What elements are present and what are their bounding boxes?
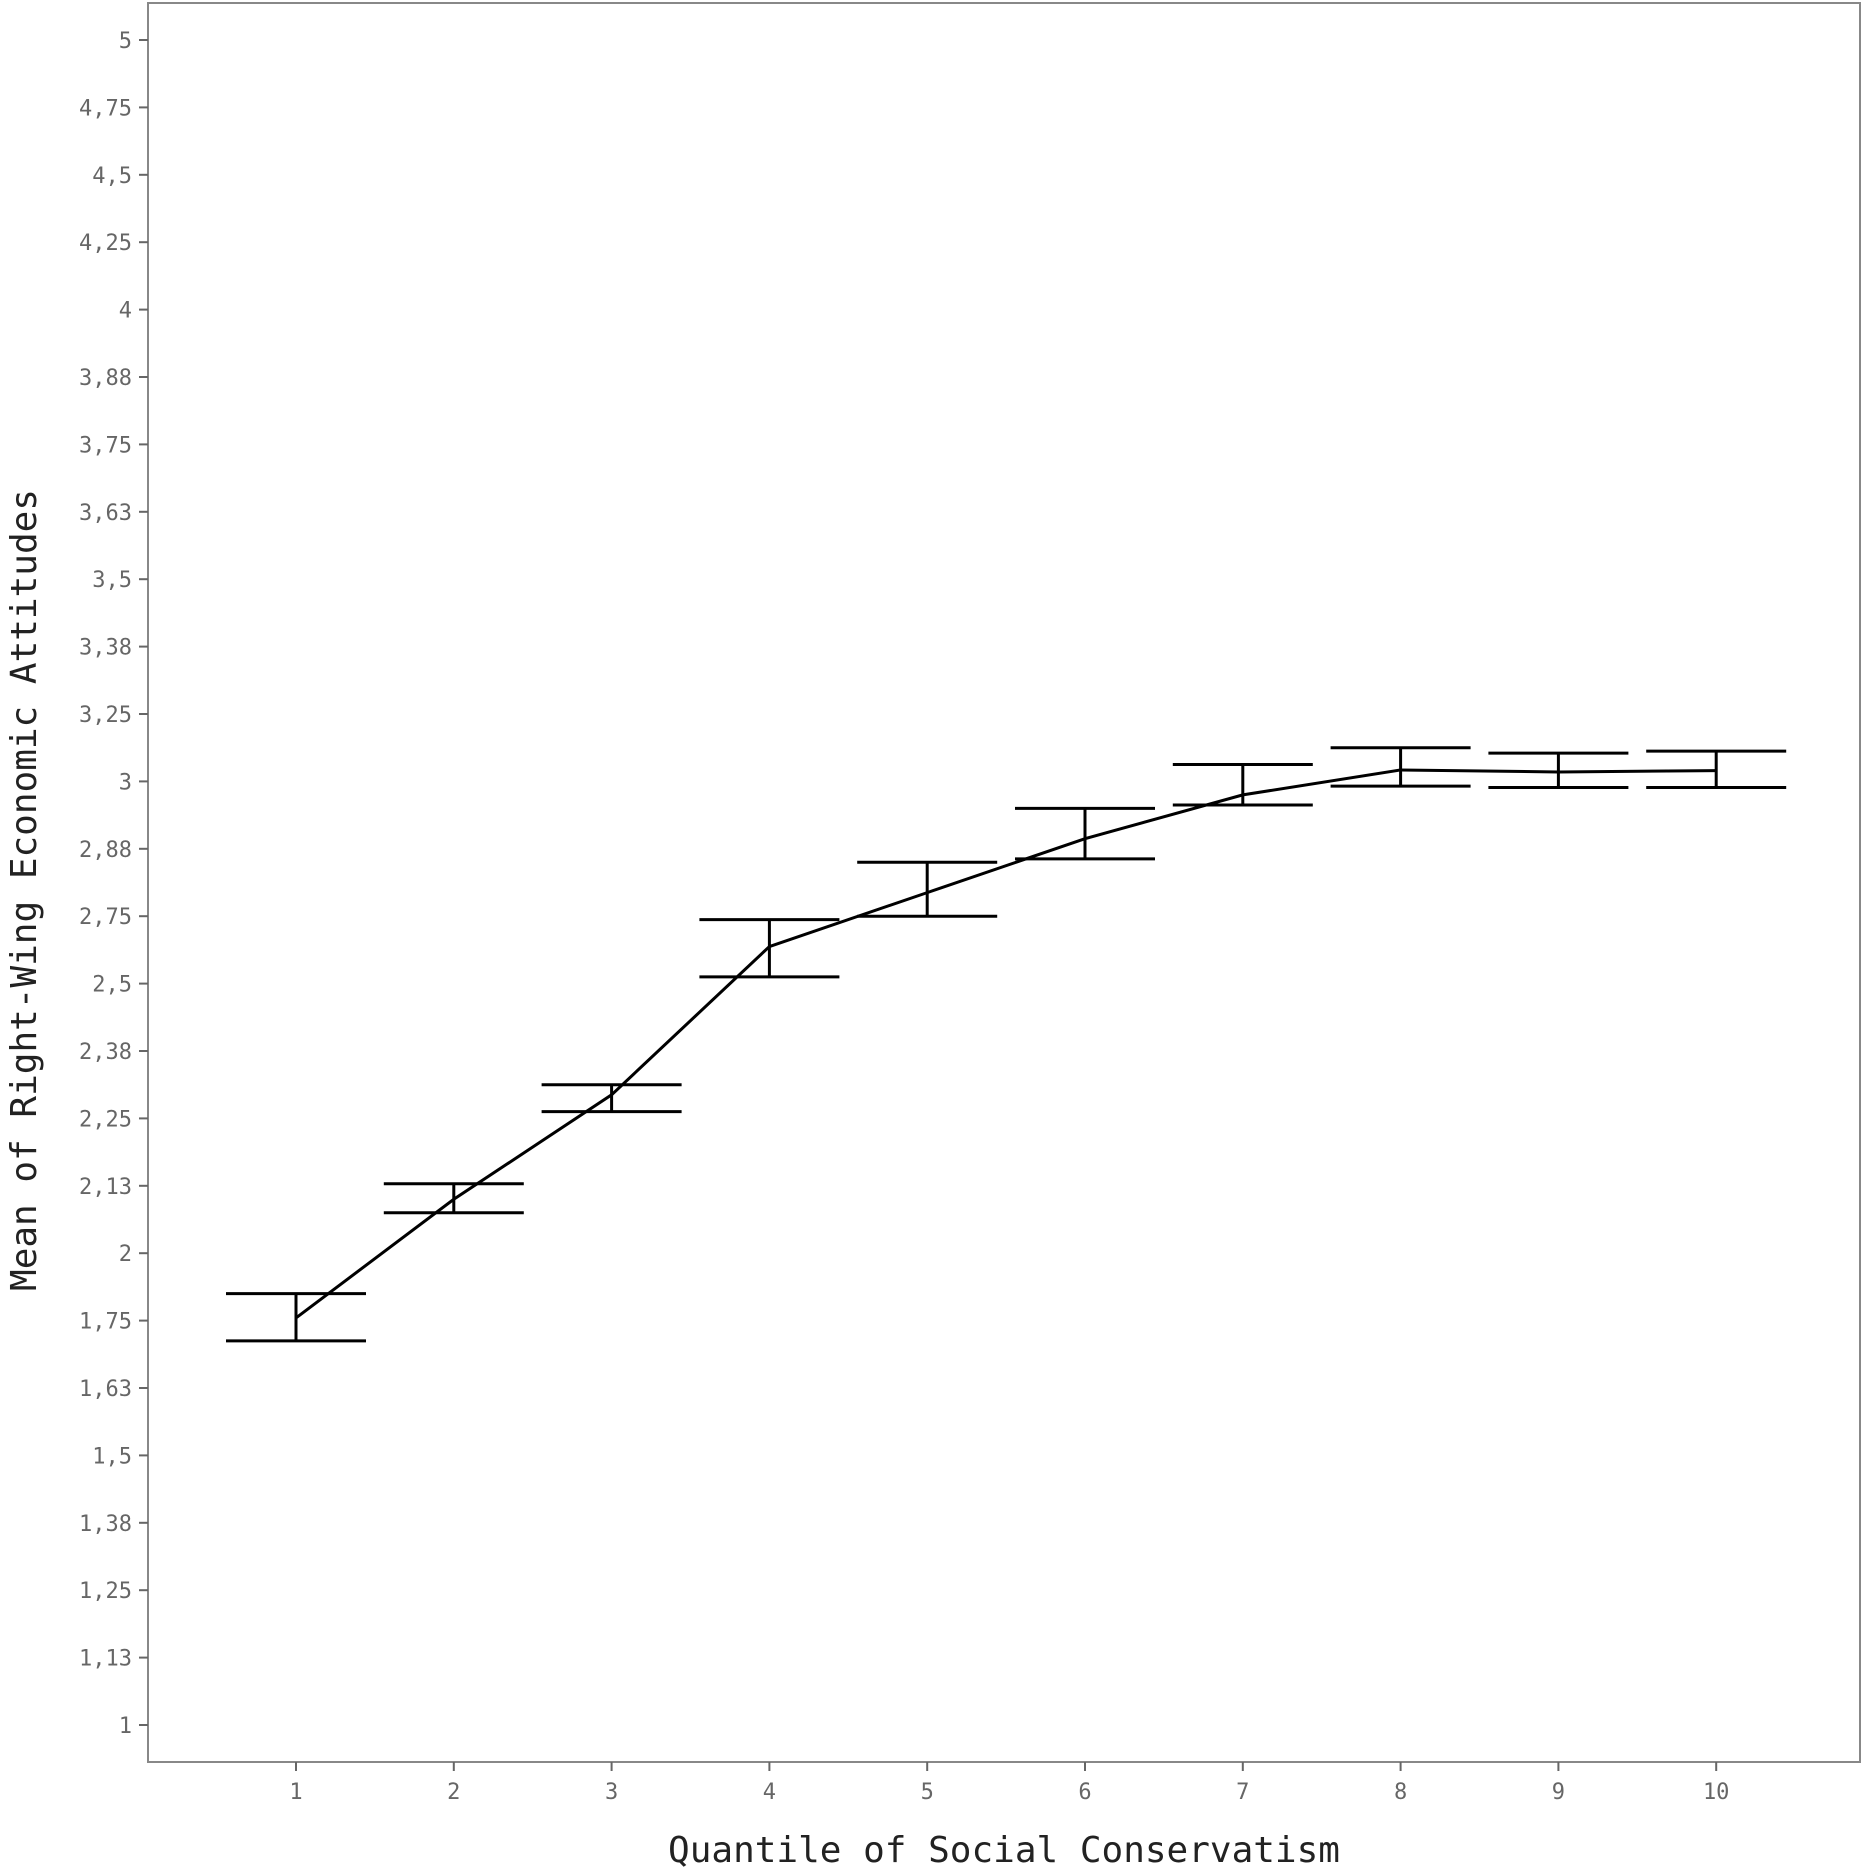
x-tick-label: 8 (1394, 1780, 1407, 1805)
x-tick-label: 9 (1552, 1780, 1565, 1805)
y-tick-label: 2,38 (79, 1040, 132, 1065)
y-tick-label: 2 (119, 1242, 132, 1267)
error-bars (226, 746, 1787, 1343)
y-tick-label: 2,88 (79, 838, 132, 863)
y-tick-label: 3,25 (79, 703, 132, 728)
y-tick-label: 3,38 (79, 636, 132, 661)
plot-frame (147, 2, 1861, 1763)
y-tick-label: 3,75 (79, 433, 132, 458)
y-tick-label: 1,13 (79, 1647, 132, 1672)
x-tick-label: 2 (447, 1780, 460, 1805)
y-tick-label: 4,5 (92, 164, 132, 189)
y-tick-label: 1,25 (79, 1579, 132, 1604)
y-tick-label: 2,13 (79, 1175, 132, 1200)
y-axis-title: Mean of Right-Wing Economic Attitudes (4, 489, 45, 1291)
y-tick-label: 4,75 (79, 96, 132, 121)
y-tick-label: 5 (119, 29, 132, 54)
x-tick-label: 10 (1703, 1780, 1730, 1805)
y-axis: 1 1,13 1,25 1,38 1,5 1,63 1,75 2 2,13 2,25 2,38 2,5… (79, 29, 148, 1739)
x-tick-label: 7 (1236, 1780, 1249, 1805)
y-tick-label: 1,75 (79, 1310, 132, 1335)
y-tick-label: 3,63 (79, 501, 132, 526)
y-tick-label: 3,5 (92, 568, 132, 593)
y-tick-label: 1,38 (79, 1512, 132, 1537)
x-tick-label: 3 (605, 1780, 618, 1805)
x-tick-label: 5 (921, 1780, 934, 1805)
y-tick-label: 1,63 (79, 1377, 132, 1402)
y-tick-label: 4 (119, 299, 132, 324)
y-tick-label: 4,25 (79, 231, 132, 256)
y-tick-label: 2,25 (79, 1107, 132, 1132)
x-tick-label: 6 (1078, 1780, 1091, 1805)
y-tick-label: 1 (119, 1714, 132, 1739)
x-tick-label: 1 (289, 1780, 302, 1805)
y-tick-label: 3 (119, 770, 132, 795)
y-tick-label: 3,88 (79, 366, 132, 391)
y-tick-label: 2,5 (92, 973, 132, 998)
y-tick-label: 2,75 (79, 905, 132, 930)
x-tick-label: 4 (763, 1780, 776, 1805)
series-line (295, 768, 1717, 1320)
x-axis-title: Quantile of Social Conservatism (668, 1830, 1340, 1870)
y-tick-label: 1,5 (92, 1444, 132, 1469)
x-axis: 1 2 3 4 5 6 7 8 9 10 (289, 1762, 1729, 1805)
